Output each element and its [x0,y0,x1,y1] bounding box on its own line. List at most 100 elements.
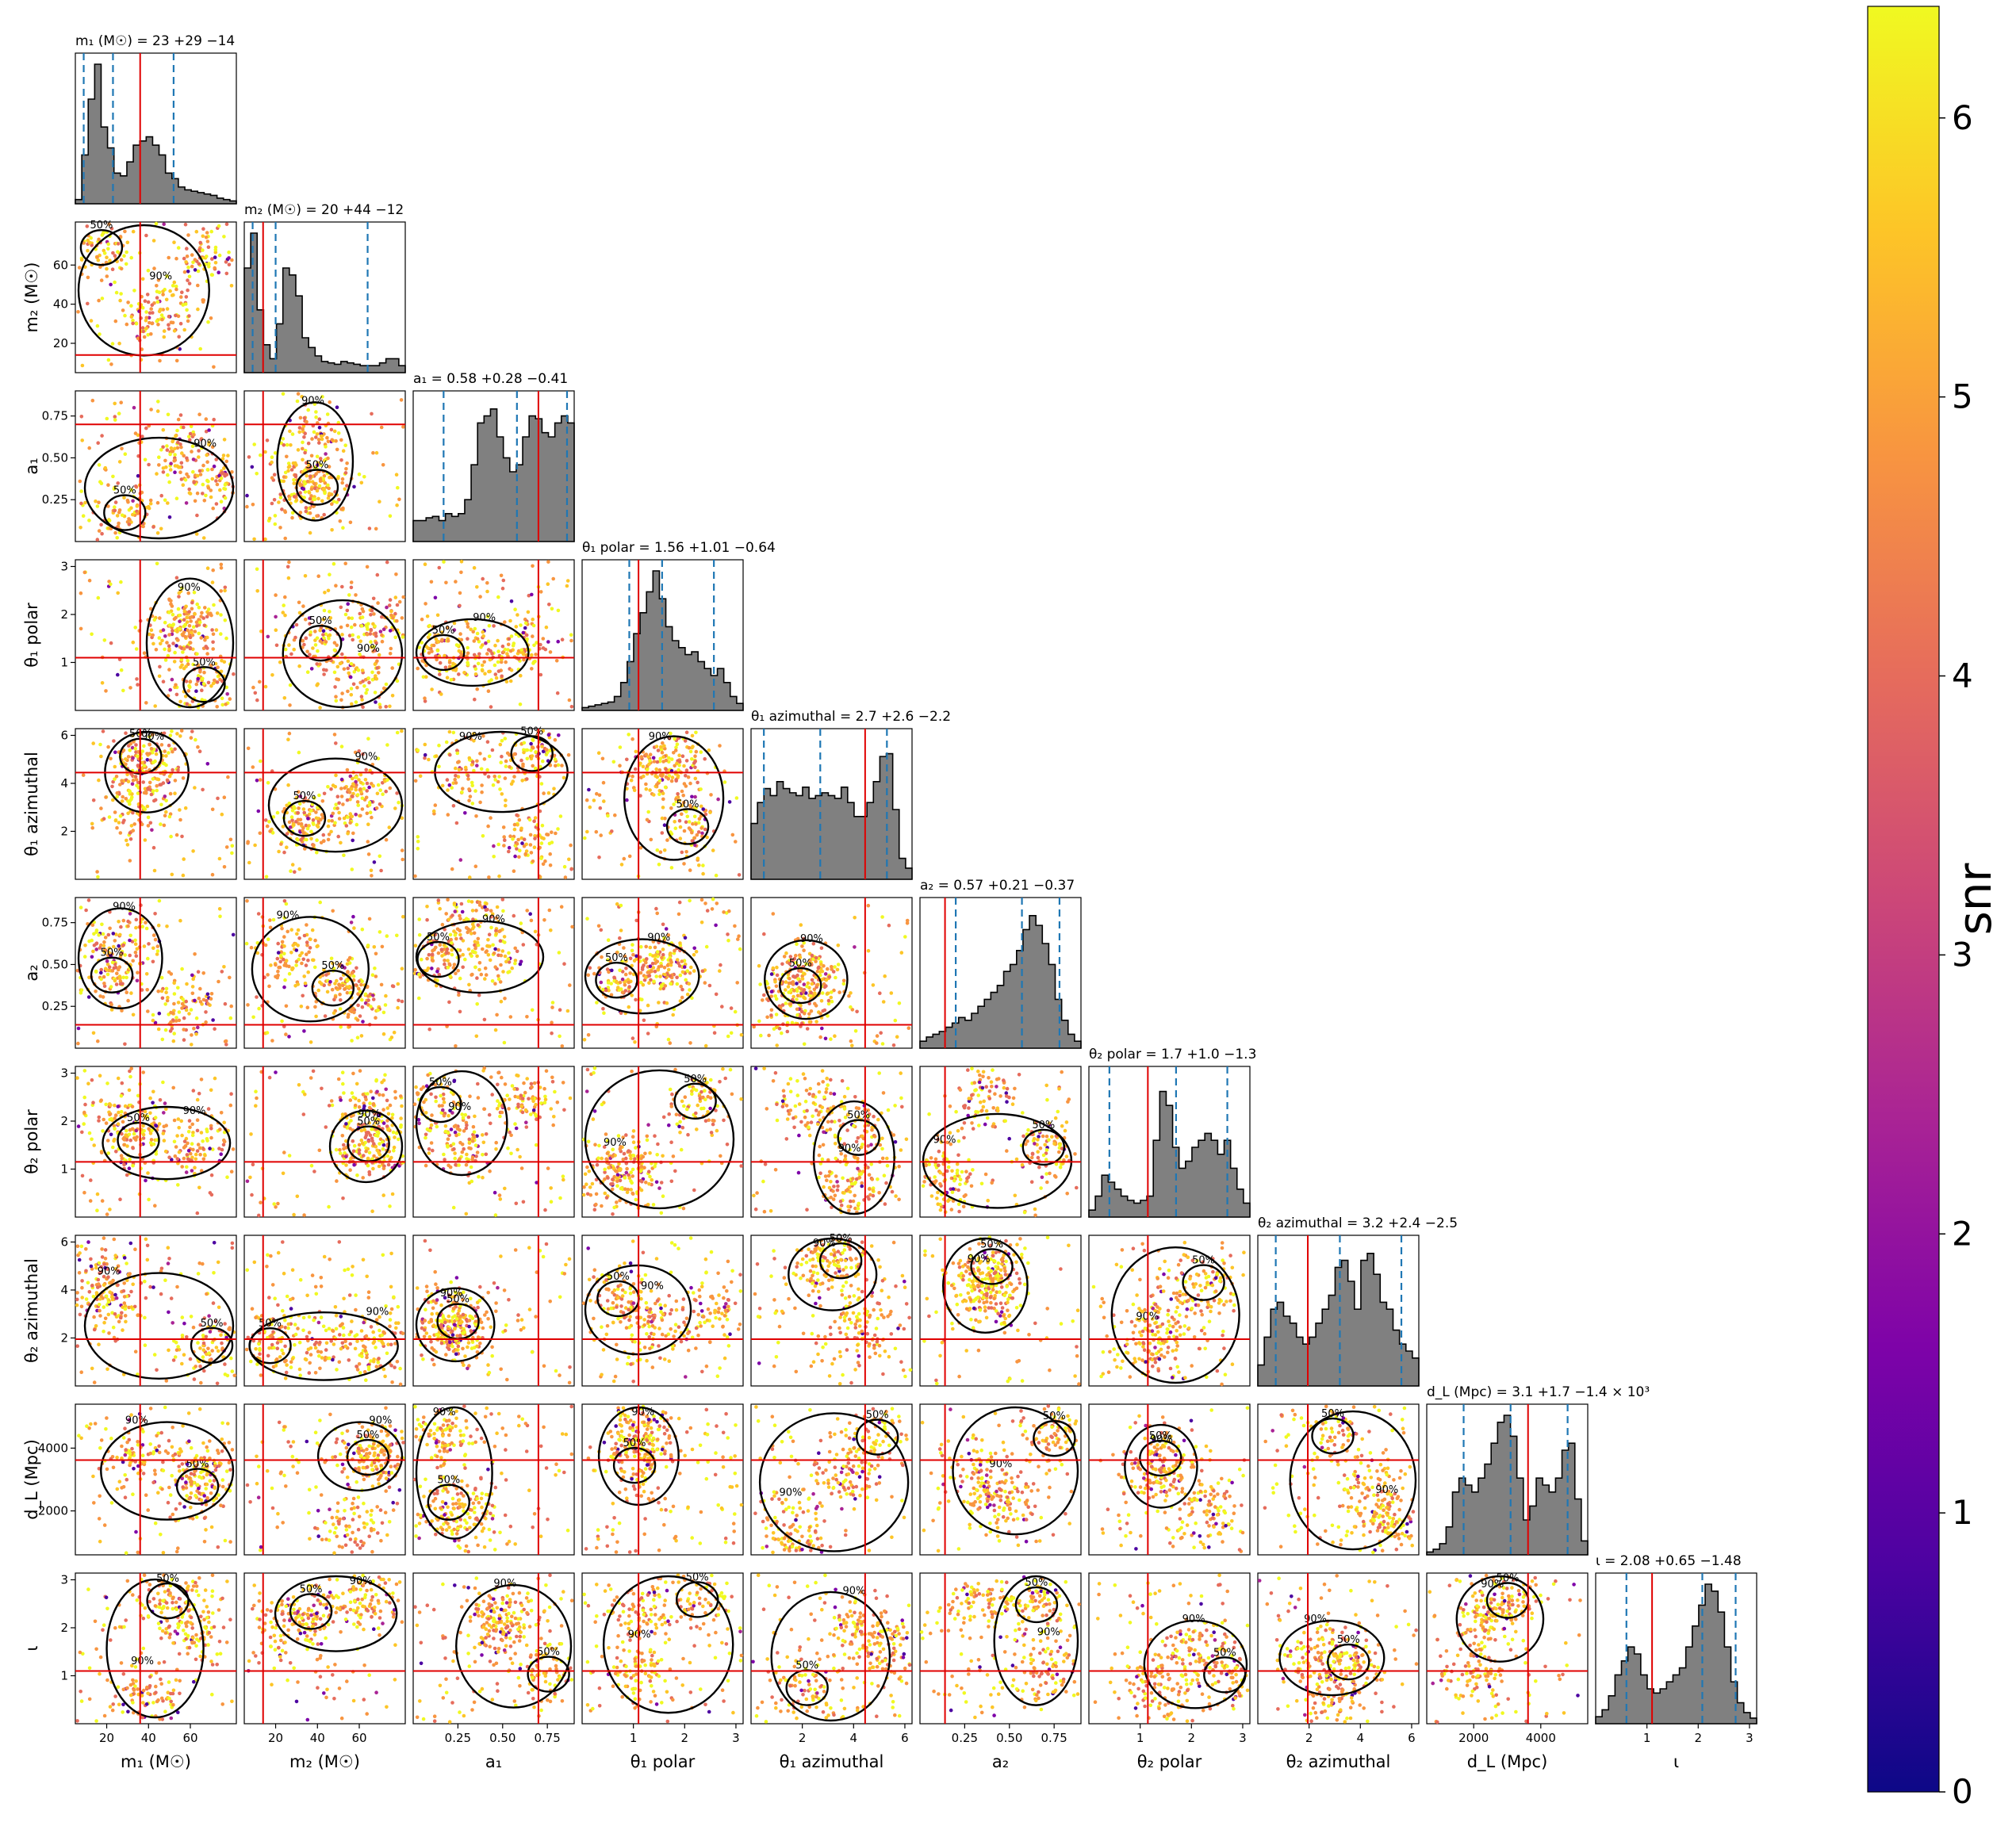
sample-point [658,756,663,761]
sample-point [163,458,167,463]
sample-point [662,744,666,748]
sample-point [322,473,327,478]
sample-point [711,897,715,902]
sample-point [172,992,177,996]
sample-point [224,685,229,690]
sample-point [688,781,692,786]
sample-point [110,267,115,272]
sample-point [298,817,303,822]
sample-point [388,514,393,519]
sample-point [663,785,668,790]
sample-point [290,809,295,813]
sample-point [466,622,470,626]
sample-point [222,235,226,239]
sample-point [283,978,287,982]
sample-point [875,1034,880,1038]
sample-point [322,608,327,613]
sample-point [132,405,136,410]
sample-point [128,938,132,943]
sample-point [417,996,421,1001]
sample-point [644,752,649,756]
sample-point [334,986,339,990]
sample-point [400,848,404,852]
sample-point [215,611,220,615]
sample-point [673,820,676,824]
sample-point [351,776,355,781]
sample-point [466,899,471,903]
sample-point [328,633,332,637]
sample-point [374,700,378,704]
sample-point [155,296,159,300]
sample-point [79,258,84,262]
sample-point [315,514,319,519]
sample-point [193,998,197,1003]
sample-point [684,768,689,772]
sample-point [523,626,527,630]
sample-point [648,759,652,763]
sample-point [495,905,500,909]
sample-point [657,792,661,796]
sample-point [206,245,211,250]
sample-point [655,760,660,764]
sample-point [446,898,450,902]
sample-point [648,752,653,756]
sample-point [161,466,166,470]
sample-point [618,968,622,973]
sample-point [167,668,171,672]
sample-point [390,694,395,698]
sample-point [99,967,103,972]
sample-point [106,242,110,247]
sample-point [315,838,319,842]
sample-point [500,949,505,953]
sample-point [477,967,481,972]
sample-point [84,908,88,913]
sample-point [787,981,791,986]
sample-point [342,853,346,857]
sample-point [443,665,448,670]
scatter-panel-t1p-t1a: 50%90% [581,728,744,880]
sample-point [105,972,110,977]
sample-point [168,791,173,796]
sample-point [650,969,653,974]
sample-point [540,823,545,828]
sample-point [481,947,485,951]
sample-point [116,672,120,677]
sample-point [156,278,161,282]
sample-point [102,974,106,979]
sample-point [185,645,190,649]
sample-point [176,417,181,422]
sample-point [90,632,94,637]
sample-point [646,1003,650,1008]
sample-point [373,662,378,666]
sample-point [209,495,213,500]
sample-point [226,454,230,457]
sample-point [198,346,202,351]
sample-point [813,1001,817,1006]
sample-point [275,975,280,980]
sample-point [133,747,138,751]
sample-point [483,966,488,970]
sample-point [168,687,172,692]
sample-point [370,973,375,977]
sample-point [289,869,293,873]
sample-point [803,972,807,976]
sample-point [558,1008,562,1012]
sample-point [879,1031,883,1035]
sample-point [90,821,94,826]
sample-point [674,778,678,782]
sample-point [145,293,150,297]
sample-point [181,776,186,780]
sample-point [110,960,115,965]
sample-point [167,623,172,627]
sample-point [163,1028,168,1032]
sample-point [144,791,148,795]
sample-point [186,233,190,237]
sample-point [360,615,365,619]
sample-point [172,1001,176,1006]
sample-point [351,782,355,786]
histogram-bars [581,570,744,711]
sample-point [344,467,348,471]
sample-point [91,798,96,802]
sample-point [367,680,371,685]
sample-point [799,923,803,927]
